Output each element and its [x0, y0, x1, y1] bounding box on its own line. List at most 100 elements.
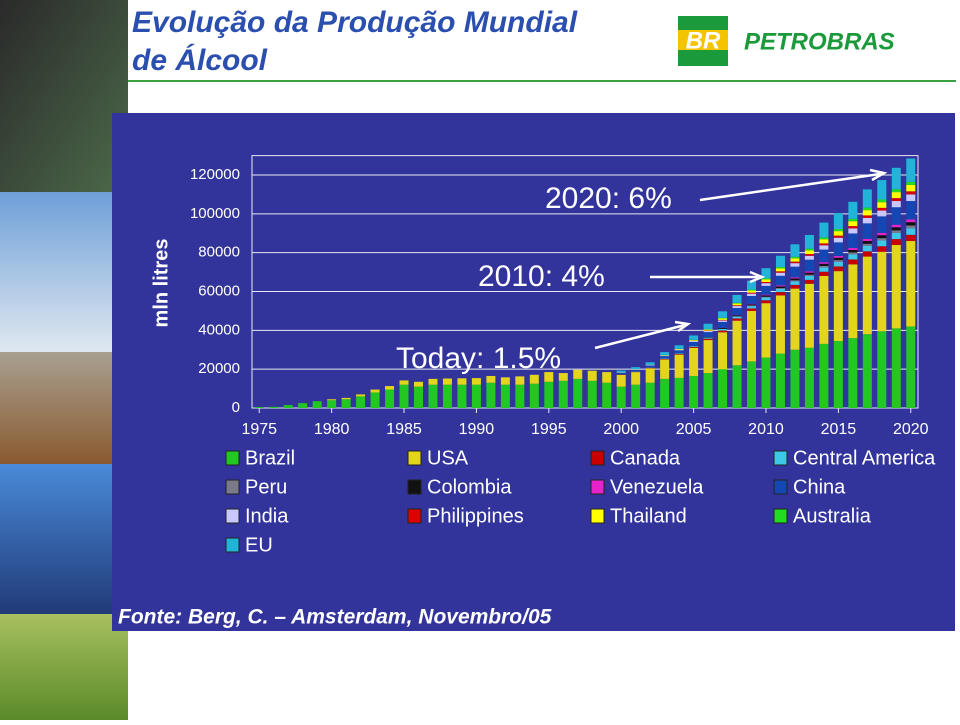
- bar-segment: [689, 340, 698, 341]
- bar-segment: [834, 236, 843, 238]
- x-tick-label: 2000: [603, 421, 639, 438]
- bar-segment: [906, 159, 915, 182]
- bar-segment: [733, 315, 742, 316]
- bar-segment: [892, 189, 901, 192]
- bar-segment: [747, 306, 756, 308]
- y-tick-label: 100000: [190, 205, 240, 222]
- legend-swatch: [408, 509, 421, 523]
- bar-segment: [805, 275, 814, 276]
- bar-segment: [718, 328, 727, 329]
- bar-segment: [573, 379, 582, 408]
- bar-segment: [877, 235, 886, 238]
- bar-segment: [848, 228, 857, 233]
- bar-segment: [501, 377, 510, 384]
- photo: [0, 464, 128, 614]
- bar-segment: [819, 239, 828, 243]
- y-tick-label: 60000: [198, 282, 240, 299]
- bar-segment: [892, 239, 901, 245]
- bar-segment: [515, 385, 524, 408]
- bar-segment: [877, 238, 886, 240]
- bar-segment: [805, 256, 814, 260]
- legend-swatch: [408, 451, 421, 465]
- bar-segment: [761, 278, 770, 279]
- bar-segment: [848, 338, 857, 408]
- y-axis-label: mln litres: [150, 239, 172, 328]
- bar-segment: [733, 306, 742, 308]
- y-tick-label: 20000: [198, 360, 240, 377]
- bar-segment: [588, 381, 597, 408]
- bar-segment: [689, 376, 698, 408]
- bar-segment: [863, 246, 872, 251]
- bar-segment: [747, 296, 756, 304]
- bar-segment: [646, 368, 655, 383]
- bar-segment: [704, 324, 713, 329]
- annotation: 2010: 4%: [478, 260, 605, 293]
- bar-segment: [414, 387, 423, 408]
- bar-segment: [834, 271, 843, 341]
- bar-segment: [776, 295, 785, 353]
- photo: [0, 192, 128, 352]
- bar-segment: [863, 251, 872, 256]
- bar-segment: [761, 283, 770, 286]
- bar-segment: [834, 262, 843, 267]
- bar-segment: [805, 260, 814, 272]
- bar-segment: [515, 376, 524, 384]
- legend-swatch: [226, 451, 239, 465]
- bar-segment: [834, 242, 843, 256]
- bar-segment: [805, 348, 814, 408]
- bar-segment: [631, 372, 640, 385]
- bar-segment: [284, 405, 293, 408]
- bar-segment: [675, 354, 684, 355]
- legend-swatch: [774, 451, 787, 465]
- legend-label: Venezuela: [610, 476, 704, 498]
- bar-segment: [761, 303, 770, 357]
- bar-segment: [371, 390, 380, 393]
- legend-label: Colombia: [427, 476, 512, 498]
- bar-segment: [371, 392, 380, 408]
- bar-segment: [718, 369, 727, 408]
- bar-segment: [689, 346, 698, 347]
- bar-segment: [892, 245, 901, 328]
- bar-segment: [298, 403, 307, 408]
- bar-segment: [877, 240, 886, 246]
- photo: [0, 352, 128, 464]
- bar-segment: [848, 259, 857, 264]
- bar-segment: [848, 202, 857, 219]
- bar-segment: [790, 285, 799, 289]
- bar-segment: [675, 378, 684, 408]
- bar-segment: [718, 322, 727, 328]
- bar-segment: [790, 258, 799, 261]
- bar-segment: [790, 281, 799, 284]
- bar-segment: [863, 334, 872, 408]
- bar-segment: [704, 339, 713, 340]
- bar-segment: [848, 248, 857, 250]
- bar-segment: [443, 378, 452, 384]
- bar-segment: [805, 250, 814, 254]
- legend-label: Brazil: [245, 447, 295, 469]
- bar-segment: [660, 359, 669, 378]
- photo: [0, 614, 128, 720]
- bar-segment: [602, 372, 611, 383]
- bar-segment: [805, 254, 814, 256]
- bar-segment: [892, 168, 901, 189]
- bar-segment: [660, 356, 669, 358]
- bar-segment: [848, 233, 857, 248]
- legend-swatch: [226, 538, 239, 552]
- bar-segment: [733, 295, 742, 303]
- bar-segment: [704, 340, 713, 373]
- bar-segment: [819, 250, 828, 263]
- bar-segment: [834, 229, 843, 231]
- legend-swatch: [591, 480, 604, 494]
- bar-segment: [733, 317, 742, 319]
- bar-segment: [877, 202, 886, 208]
- bar-segment: [906, 194, 915, 201]
- x-tick-label: 2010: [748, 421, 784, 438]
- bar-segment: [718, 332, 727, 369]
- bar-segment: [718, 318, 727, 319]
- bar-segment: [805, 271, 814, 272]
- bar-segment: [848, 252, 857, 254]
- bar-segment: [790, 263, 799, 266]
- photo-strip: [0, 0, 128, 720]
- legend-swatch: [408, 480, 421, 494]
- bar-segment: [631, 385, 640, 408]
